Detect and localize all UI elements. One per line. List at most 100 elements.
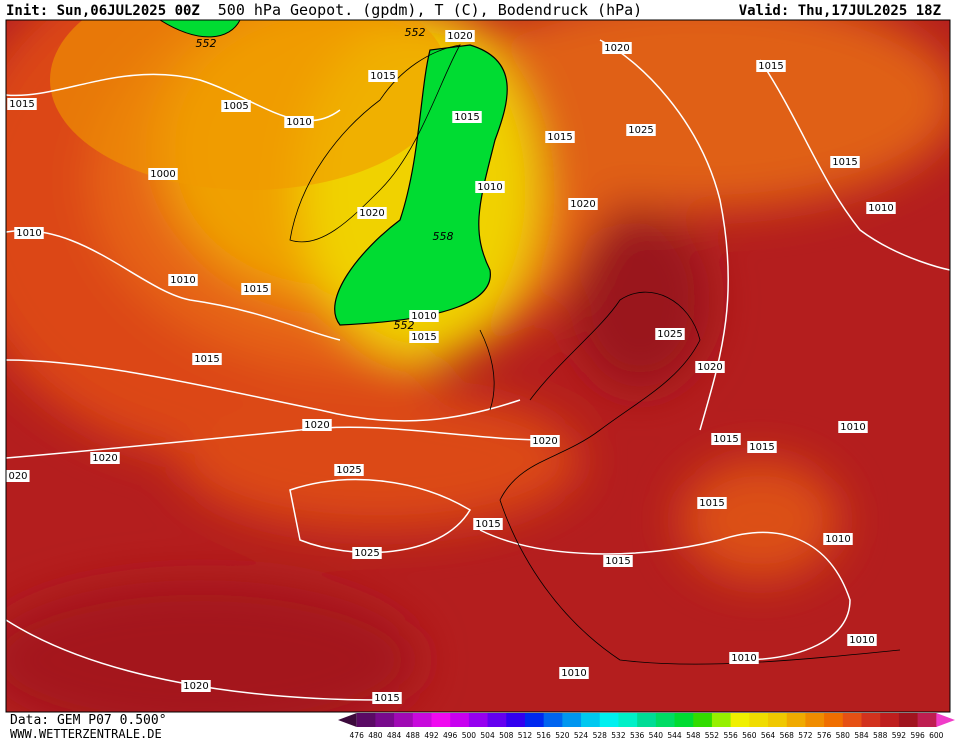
isobar-label: 1015: [547, 132, 572, 143]
colorbar-swatch: [487, 713, 507, 727]
colorbar-tick-label: 588: [873, 731, 888, 740]
colorbar-swatch: [917, 713, 937, 727]
isobar-label: 020: [8, 471, 27, 482]
isobar-label: 1015: [475, 519, 500, 530]
isobar-label-box: [368, 70, 398, 82]
isobar-label-box: [568, 198, 598, 210]
height-label: 552: [405, 26, 426, 39]
colorbar-swatch: [450, 713, 470, 727]
isobar-label: 1010: [561, 668, 586, 679]
isobar-label-box: [6, 470, 30, 482]
colorbar-swatch: [824, 713, 844, 727]
colorbar-swatch: [637, 713, 657, 727]
isobar-label-box: [352, 547, 382, 559]
isobar-label-box: [241, 283, 271, 295]
isobar-label-box: [475, 181, 505, 193]
isobar-label: 1010: [825, 534, 850, 545]
map-frame: [5, 19, 951, 713]
isobar-label-box: [756, 60, 786, 72]
isobar-label-box: [866, 202, 896, 214]
isobar-label-box: [168, 274, 198, 286]
isobar-label: 1010: [849, 635, 874, 646]
colorbar-tick-label: 528: [593, 731, 608, 740]
isobar-label-box: [823, 533, 853, 545]
isobar-label-box: [729, 652, 759, 664]
isobar-label: 1015: [454, 112, 479, 123]
colorbar-swatch: [861, 713, 881, 727]
isobar-label: 1015: [411, 332, 436, 343]
isobar-label: 1020: [183, 681, 208, 692]
isobar-label: 1010: [16, 228, 41, 239]
isobar-label: 1020: [92, 453, 117, 464]
colorbar-tick-label: 488: [406, 731, 421, 740]
isobar-label-box: [603, 555, 633, 567]
colorbar-swatch: [412, 713, 432, 727]
colorbar-swatch: [805, 713, 825, 727]
isobar-label: 1020: [604, 43, 629, 54]
isobar-label-box: [847, 634, 877, 646]
isobar-label-box: [90, 452, 120, 464]
valid-time: Valid: Thu,17JUL2025 18Z: [739, 3, 941, 19]
colorbar-swatch: [468, 713, 489, 727]
colorbar-tick-label: 600: [929, 731, 944, 740]
isobar-label: 1010: [170, 275, 195, 286]
colorbar-swatch: [711, 713, 732, 727]
height-label: 552: [394, 319, 415, 332]
colorbar-tick-label: 480: [368, 731, 383, 740]
colorbar-tick-label: 520: [555, 731, 570, 740]
isobar-label: 1000: [150, 169, 175, 180]
isobar-label: 1025: [336, 465, 361, 476]
colorbar-tick-label: 492: [424, 731, 439, 740]
colorbar-swatch: [581, 713, 601, 727]
map-labels: 1015 1005 1010 1000 1010 1010 1015 1015 1020 1020…: [6, 26, 896, 704]
isobar-label: 1020: [304, 420, 329, 431]
init-time: Init: Sun,06JUL2025 00Z: [6, 3, 200, 19]
colorbar-tick-label: 540: [649, 731, 664, 740]
isobar-label: 1015: [370, 71, 395, 82]
isobar-label-box: [284, 116, 314, 128]
isobar-label-box: [711, 433, 741, 445]
colorbar-swatch: [880, 713, 900, 727]
colorbar-swatch: [599, 713, 619, 727]
isobar-label-box: [221, 100, 251, 112]
colorbar-tick-label: 544: [667, 731, 682, 740]
colorbar-swatch: [655, 713, 676, 727]
colorbar-tick-label: 512: [518, 731, 533, 740]
isobar-label: 1020: [570, 199, 595, 210]
isobar-label-box: [473, 518, 503, 530]
colorbar-swatch: [768, 713, 788, 727]
colorbar-tick-label: 504: [480, 731, 495, 740]
colorbar-tick-label: 592: [892, 731, 907, 740]
colorbar-swatch: [618, 713, 638, 727]
colorbar-tick-label: 564: [761, 731, 776, 740]
colorbar-swatch: [842, 713, 863, 727]
isobar-label-box: [695, 361, 725, 373]
colorbar-tick-label: 576: [817, 731, 832, 740]
isobar-label: 1015: [832, 157, 857, 168]
isobar-label: 1010: [731, 653, 756, 664]
isobar-label: 1005: [223, 101, 248, 112]
colorbar-swatch: [730, 713, 750, 727]
isobar-label: 1015: [243, 284, 268, 295]
isobar-label-box: [747, 441, 777, 453]
isobar-label-box: [697, 497, 727, 509]
isobar-label: 1015: [9, 99, 34, 110]
isobar-label-box: [181, 680, 211, 692]
isobar-label-box: [148, 168, 178, 180]
colorbar-swatch: [749, 713, 769, 727]
isobar-label-box: [445, 30, 475, 42]
isobar-label-box: [409, 310, 439, 322]
isobar-label-box: [830, 156, 860, 168]
colorbar-tick-label: 516: [537, 731, 552, 740]
isobar-label: 1025: [628, 125, 653, 136]
isobar-label: 1010: [868, 203, 893, 214]
colorbar-swatch: [562, 713, 582, 727]
isobar-label-box: [530, 435, 560, 447]
colorbar-tick-label: 596: [910, 731, 925, 740]
colorbar-tick-label: 568: [780, 731, 795, 740]
isobar-label: 1010: [286, 117, 311, 128]
isobar-label: 1015: [713, 434, 738, 445]
colorbar-tick-label: 572: [798, 731, 813, 740]
